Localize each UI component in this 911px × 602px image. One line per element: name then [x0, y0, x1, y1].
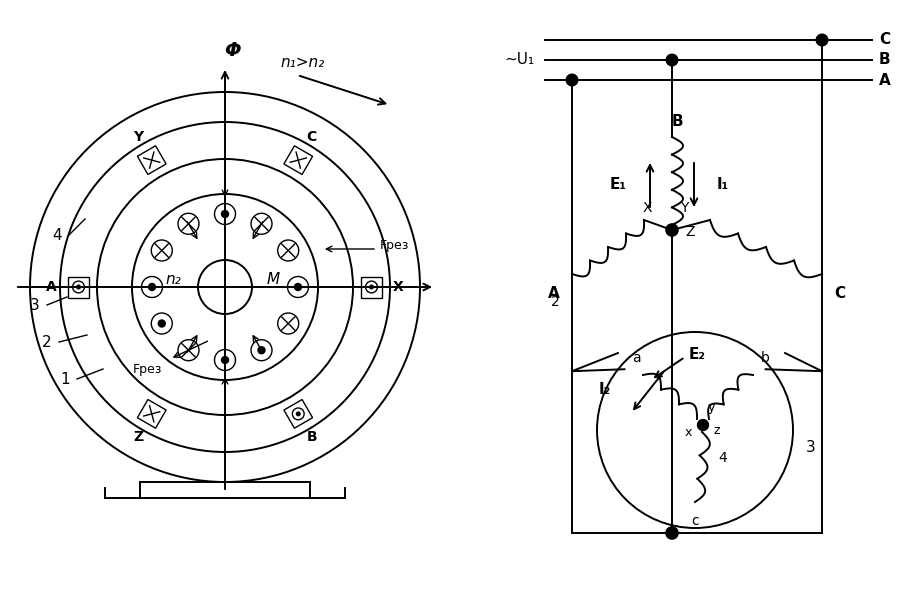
Circle shape — [664, 223, 678, 237]
Text: I₁: I₁ — [716, 176, 729, 191]
Circle shape — [278, 313, 299, 334]
Circle shape — [214, 350, 235, 370]
Circle shape — [151, 240, 172, 261]
Text: z: z — [713, 423, 720, 436]
Circle shape — [257, 346, 265, 355]
Text: B: B — [670, 114, 682, 129]
Text: Z: Z — [684, 225, 694, 239]
Text: n₂: n₂ — [165, 272, 180, 287]
Polygon shape — [283, 146, 312, 175]
Text: c: c — [691, 514, 698, 528]
Text: X: X — [641, 201, 651, 215]
Text: 1: 1 — [60, 371, 70, 386]
Circle shape — [220, 210, 229, 218]
Text: B: B — [878, 52, 890, 67]
Text: 2: 2 — [42, 335, 52, 350]
Text: C: C — [833, 286, 844, 301]
Circle shape — [158, 319, 166, 327]
Text: E₁: E₁ — [609, 176, 627, 191]
Text: 4: 4 — [52, 228, 62, 243]
Text: Fрез: Fрез — [132, 362, 161, 376]
Circle shape — [214, 203, 235, 225]
Text: 3: 3 — [805, 441, 814, 456]
Text: Fрез: Fрез — [380, 238, 409, 252]
Text: M: M — [266, 272, 280, 287]
Circle shape — [251, 340, 271, 361]
Circle shape — [293, 283, 302, 291]
Text: y: y — [707, 400, 714, 414]
Circle shape — [148, 283, 156, 291]
Polygon shape — [68, 276, 89, 297]
Circle shape — [141, 276, 162, 297]
Text: Φ: Φ — [223, 41, 241, 60]
Circle shape — [565, 73, 578, 87]
Circle shape — [814, 34, 827, 46]
Text: ~U₁: ~U₁ — [505, 52, 535, 67]
Text: X: X — [393, 280, 404, 294]
Text: B: B — [306, 430, 317, 444]
Polygon shape — [361, 276, 382, 297]
Text: Y: Y — [679, 201, 688, 215]
Polygon shape — [283, 400, 312, 428]
Circle shape — [178, 340, 199, 361]
Text: 4: 4 — [718, 451, 727, 465]
Text: 2: 2 — [550, 295, 559, 309]
Text: E₂: E₂ — [688, 347, 705, 362]
Text: A: A — [46, 280, 56, 294]
Text: Z: Z — [133, 430, 143, 444]
Text: b: b — [760, 351, 769, 365]
Circle shape — [278, 240, 299, 261]
Circle shape — [696, 419, 709, 431]
Bar — [140, 482, 310, 498]
Text: 3: 3 — [30, 297, 40, 312]
Circle shape — [597, 332, 793, 528]
Text: A: A — [548, 286, 559, 301]
Text: n₁>n₂: n₁>n₂ — [280, 55, 324, 70]
Circle shape — [178, 213, 199, 234]
Circle shape — [665, 54, 678, 66]
Circle shape — [287, 276, 308, 297]
Polygon shape — [138, 400, 166, 428]
Text: A: A — [878, 72, 890, 87]
Circle shape — [76, 285, 81, 290]
Circle shape — [369, 285, 374, 290]
Polygon shape — [138, 146, 166, 175]
Text: C: C — [878, 33, 889, 48]
Text: Y: Y — [133, 130, 143, 144]
Text: a: a — [631, 351, 640, 365]
Circle shape — [664, 526, 678, 540]
Circle shape — [295, 411, 301, 417]
Text: I₂: I₂ — [599, 382, 610, 397]
Text: x: x — [683, 426, 691, 438]
Circle shape — [220, 356, 229, 364]
Text: C: C — [306, 130, 316, 144]
Circle shape — [151, 313, 172, 334]
Circle shape — [251, 213, 271, 234]
